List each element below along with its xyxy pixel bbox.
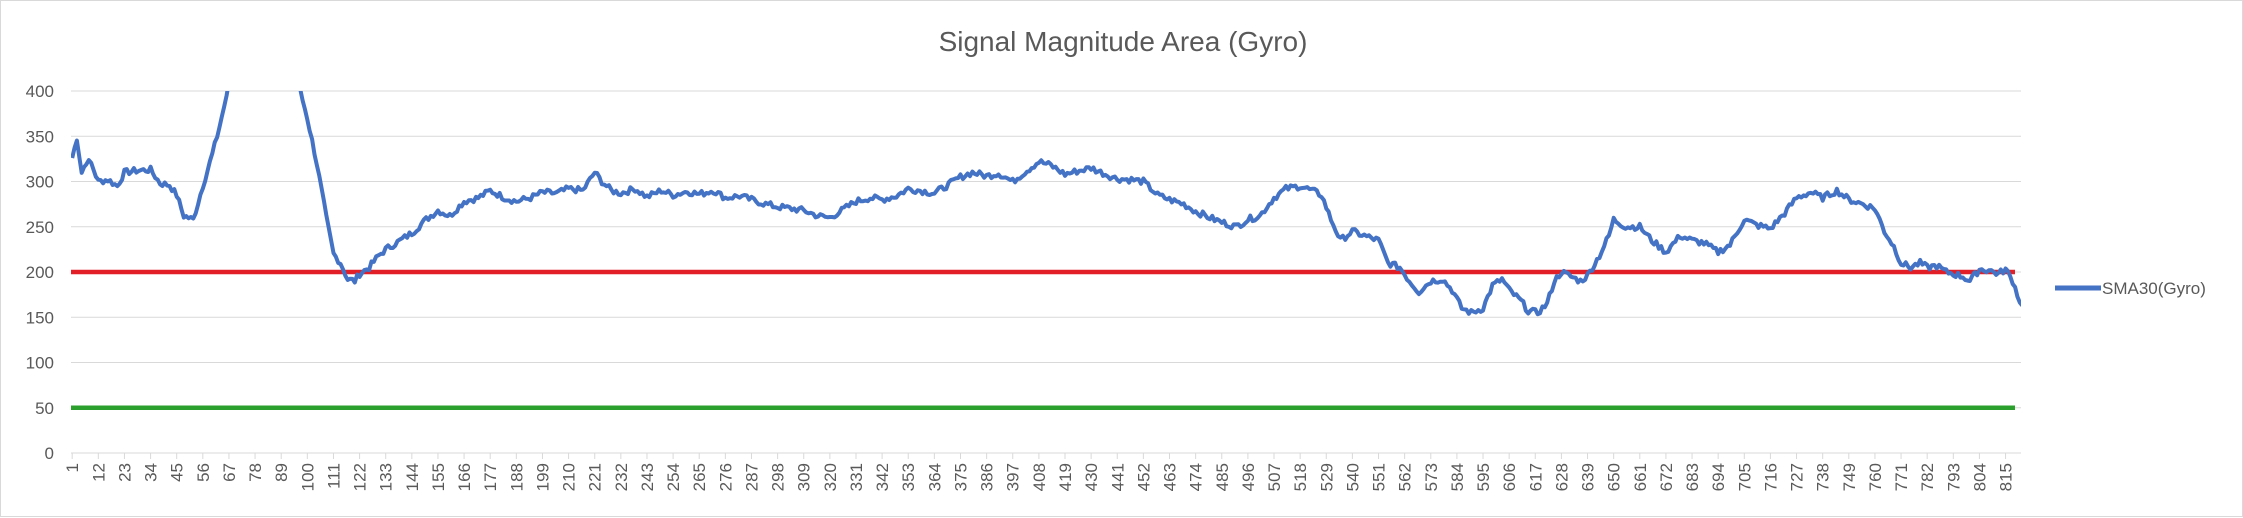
x-tick-label: 166 <box>455 463 474 491</box>
x-tick-label: 287 <box>742 463 761 491</box>
x-tick-label: 716 <box>1761 463 1780 491</box>
x-tick-label: 298 <box>769 463 788 491</box>
x-axis: 1 12 23 34 45 56 67 78 89 100 111 122 133 144 155 166 17… <box>63 452 2021 491</box>
y-tick-label: 300 <box>26 173 54 192</box>
x-tick-label: 782 <box>1918 463 1937 491</box>
x-tick-label: 375 <box>951 463 970 491</box>
x-tick-label: 463 <box>1161 463 1180 491</box>
x-tick-label: 144 <box>403 463 422 491</box>
x-tick-label: 155 <box>429 463 448 491</box>
x-tick-label: 507 <box>1265 463 1284 491</box>
x-tick-label: 749 <box>1840 463 1859 491</box>
x-tick-label: 430 <box>1082 463 1101 491</box>
x-tick-label: 727 <box>1788 463 1807 491</box>
x-tick-label: 45 <box>168 463 187 482</box>
x-tick-label: 386 <box>978 463 997 491</box>
x-tick-label: 595 <box>1474 463 1493 491</box>
x-tick-label: 276 <box>716 463 735 491</box>
y-tick-label: 150 <box>26 308 54 327</box>
x-tick-label: 452 <box>1134 463 1153 491</box>
x-tick-label: 331 <box>847 463 866 491</box>
x-tick-label: 672 <box>1657 463 1676 491</box>
x-tick-label: 100 <box>298 463 317 491</box>
x-tick-label: 1 <box>63 463 82 472</box>
x-tick-label: 111 <box>324 463 343 489</box>
x-tick-label: 122 <box>351 463 370 491</box>
x-tick-label: 573 <box>1422 463 1441 491</box>
y-axis: 0 50 100 150 200 250 300 350 400 <box>26 82 54 463</box>
x-tick-label: 408 <box>1030 463 1049 491</box>
x-tick-label: 320 <box>821 463 840 491</box>
series-line-sma30-gyro <box>71 91 2021 317</box>
x-tick-label: 562 <box>1396 463 1415 491</box>
series-layer <box>71 91 2021 317</box>
y-tick-label: 100 <box>26 354 54 373</box>
x-tick-label: 133 <box>377 463 396 491</box>
x-tick-label: 628 <box>1552 463 1571 491</box>
x-tick-label: 705 <box>1735 463 1754 491</box>
x-tick-label: 804 <box>1970 463 1989 491</box>
x-tick-label: 529 <box>1317 463 1336 491</box>
x-tick-label: 617 <box>1526 463 1545 491</box>
chart-title: Signal Magnitude Area (Gyro) <box>939 26 1308 57</box>
x-tick-label: 67 <box>220 463 239 482</box>
x-tick-label: 342 <box>873 463 892 491</box>
x-tick-label: 584 <box>1448 463 1467 491</box>
x-tick-label: 221 <box>586 463 605 491</box>
x-tick-label: 243 <box>638 463 657 491</box>
x-tick-label: 364 <box>925 463 944 491</box>
x-tick-label: 474 <box>1187 463 1206 491</box>
x-tick-label: 89 <box>272 463 291 482</box>
x-tick-label: 496 <box>1239 463 1258 491</box>
x-tick-label: 771 <box>1892 463 1911 491</box>
x-tick-label: 606 <box>1500 463 1519 491</box>
x-tick-label: 78 <box>246 463 265 482</box>
x-tick-label: 34 <box>142 463 161 482</box>
y-tick-label: 200 <box>26 263 54 282</box>
x-tick-label: 518 <box>1291 463 1310 491</box>
x-tick-label: 694 <box>1709 463 1728 491</box>
x-tick-label: 254 <box>664 463 683 491</box>
x-tick-label: 815 <box>1997 463 2016 491</box>
x-tick-label: 540 <box>1343 463 1362 491</box>
y-tick-label: 250 <box>26 218 54 237</box>
x-tick-label: 56 <box>194 463 213 482</box>
x-tick-label: 760 <box>1866 463 1885 491</box>
x-tick-label: 210 <box>560 463 579 491</box>
x-tick-label: 650 <box>1605 463 1624 491</box>
x-tick-label: 397 <box>1004 463 1023 491</box>
x-tick-label: 177 <box>481 463 500 491</box>
x-tick-label: 485 <box>1213 463 1232 491</box>
reference-lines <box>71 269 2015 410</box>
legend-label: SMA30(Gyro) <box>2102 279 2206 298</box>
x-tick-label: 188 <box>507 463 526 491</box>
x-tick-label: 551 <box>1370 463 1389 491</box>
x-tick-label: 441 <box>1108 463 1127 491</box>
y-tick-label: 0 <box>45 444 54 463</box>
x-tick-label: 793 <box>1944 463 1963 491</box>
x-tick-label: 661 <box>1631 463 1650 491</box>
x-tick-label: 232 <box>612 463 631 491</box>
x-tick-label: 265 <box>690 463 709 491</box>
x-tick-label: 309 <box>795 463 814 491</box>
legend: SMA30(Gyro) <box>2055 279 2206 298</box>
y-tick-label: 350 <box>26 127 54 146</box>
x-tick-label: 199 <box>533 463 552 491</box>
x-tick-label: 12 <box>89 463 108 482</box>
y-tick-label: 400 <box>26 82 54 101</box>
x-tick-label: 738 <box>1814 463 1833 491</box>
x-tick-label: 23 <box>115 463 134 482</box>
x-tick-label: 419 <box>1056 463 1075 491</box>
x-tick-label: 683 <box>1683 463 1702 491</box>
y-tick-label: 50 <box>35 399 54 418</box>
x-tick-label: 353 <box>899 463 918 491</box>
x-tick-label: 639 <box>1579 463 1598 491</box>
